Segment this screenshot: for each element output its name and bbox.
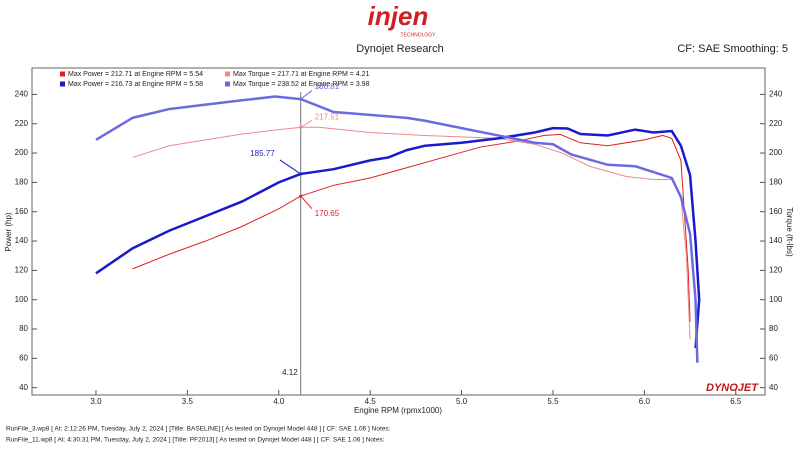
- footer-line: RunFile_11.wp8 [ At: 4:30:31 PM, Tuesday…: [6, 437, 385, 444]
- cursor-point: [299, 125, 303, 129]
- y-tick-label: 180: [15, 177, 29, 186]
- footer-line: RunFile_3.wp8 [ At: 2:12:26 PM, Tuesday,…: [6, 426, 391, 433]
- y2-tick-label: 80: [769, 324, 778, 333]
- y-tick-label: 140: [15, 236, 29, 245]
- brand-sub: TECHNOLOGY: [400, 32, 436, 38]
- y-tick-label: 60: [19, 353, 28, 362]
- x-tick-label: 4.5: [365, 397, 377, 406]
- y2-tick-label: 100: [769, 295, 783, 304]
- y-axis-label: Power (hp): [4, 212, 13, 251]
- x-tick-label: 6.5: [730, 397, 742, 406]
- dyno-logo: DYNOJET: [706, 382, 759, 394]
- y-tick-label: 40: [19, 383, 28, 392]
- x-tick-label: 6.0: [639, 397, 651, 406]
- cursor-pointer: [300, 195, 313, 210]
- y2-tick-label: 40: [769, 383, 778, 392]
- series-line: [95, 95, 699, 363]
- x-tick-label: 4.0: [273, 397, 285, 406]
- y2-axis-label: Torque (ft-lbs): [785, 207, 794, 257]
- legend-swatch: [225, 81, 230, 87]
- x-tick-label: 5.5: [547, 397, 559, 406]
- y-tick-label: 220: [15, 119, 29, 128]
- y-tick-label: 80: [19, 324, 28, 333]
- x-tick-label: 5.0: [456, 397, 468, 406]
- y2-tick-label: 160: [769, 207, 783, 216]
- cursor-pointer: [279, 159, 301, 175]
- cursor-pointer: [300, 119, 313, 128]
- legend-swatch: [60, 71, 65, 77]
- cursor-point: [299, 172, 303, 176]
- legend-label: Max Power = 216.73 at Engine RPM = 5.58: [68, 81, 203, 88]
- brand-logo: injen: [368, 1, 429, 31]
- x-tick-label: 3.5: [182, 397, 194, 406]
- series-line: [132, 133, 691, 322]
- y-tick-label: 100: [15, 295, 29, 304]
- legend-label: Max Torque = 217.71 at Engine RPM = 4.21: [233, 71, 370, 78]
- legend-swatch: [60, 81, 65, 87]
- cursor-x-label: 4.12: [282, 368, 298, 377]
- x-tick-label: 3.0: [90, 397, 102, 406]
- cursor-value-label: 217.51: [315, 112, 340, 121]
- cursor-value-label: 170.65: [315, 209, 340, 218]
- y2-tick-label: 120: [769, 265, 783, 274]
- series-line: [95, 126, 701, 349]
- y2-tick-label: 60: [769, 353, 778, 362]
- y2-tick-label: 140: [769, 236, 783, 245]
- y-tick-label: 160: [15, 207, 29, 216]
- header-title: Dynojet Research: [356, 43, 443, 55]
- y2-tick-label: 240: [769, 90, 783, 99]
- cursor-point: [299, 194, 303, 198]
- x-axis-label: Engine RPM (rpmx1000): [354, 406, 442, 415]
- legend-label: Max Power = 212.71 at Engine RPM = 5.54: [68, 71, 203, 78]
- series-line: [132, 126, 691, 340]
- cursor-value-label: 185.77: [250, 149, 275, 158]
- cursor-point: [299, 97, 303, 101]
- y-tick-label: 240: [15, 90, 29, 99]
- plot-frame: [31, 67, 766, 396]
- legend-label: Max Torque = 238.52 at Engine RPM = 3.98: [233, 81, 370, 88]
- legend-swatch: [225, 71, 230, 77]
- y2-tick-label: 220: [769, 119, 783, 128]
- y-tick-label: 120: [15, 265, 29, 274]
- cursor-pointer: [300, 90, 313, 100]
- y-tick-label: 200: [15, 148, 29, 157]
- header-settings: CF: SAE Smoothing: 5: [677, 43, 788, 55]
- y2-tick-label: 200: [769, 148, 783, 157]
- cursor-value-label: 236.81: [315, 82, 340, 91]
- y2-tick-label: 180: [769, 177, 783, 186]
